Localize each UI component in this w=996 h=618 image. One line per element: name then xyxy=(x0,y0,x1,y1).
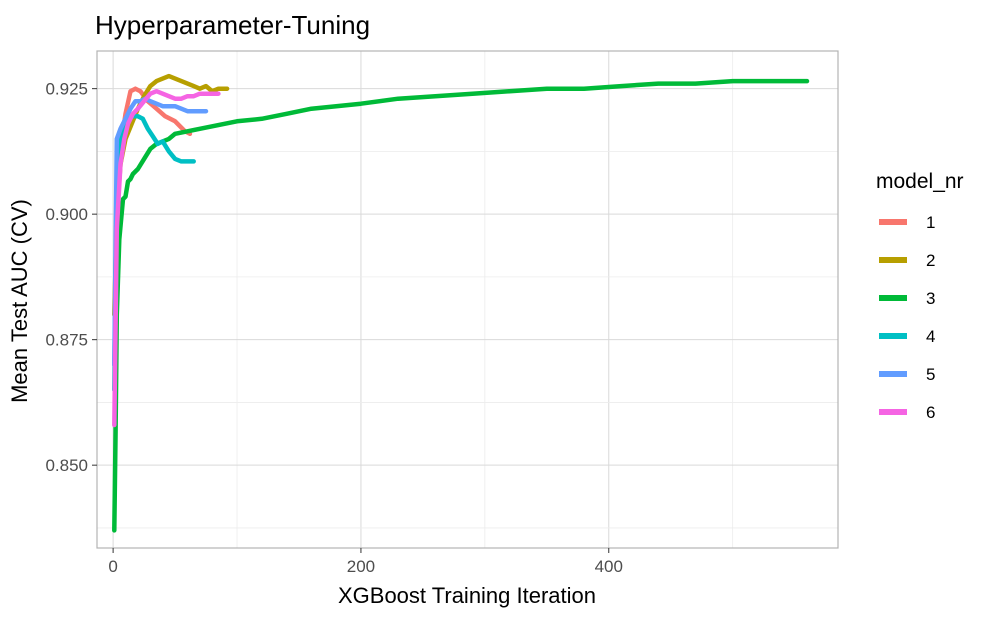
legend-items: 1 2 3 4 5 6 xyxy=(879,213,935,422)
x-tick-label: 400 xyxy=(595,557,623,576)
grid-lines xyxy=(97,51,838,548)
legend-item-6: 6 xyxy=(879,403,935,422)
legend-label: 6 xyxy=(926,403,935,422)
y-axis-title: Mean Test AUC (CV) xyxy=(7,199,32,403)
series-line-5 xyxy=(112,96,209,368)
y-tick-label: 0.900 xyxy=(45,205,88,224)
legend-label: 5 xyxy=(926,365,935,384)
legend-label: 3 xyxy=(926,289,935,308)
legend-item-3: 3 xyxy=(879,289,935,308)
series-lines xyxy=(112,73,810,533)
x-axis-ticks: 0 200 400 xyxy=(108,548,623,576)
plot-panel-border xyxy=(96,50,839,549)
x-tick-label: 0 xyxy=(108,557,117,576)
legend-item-1: 1 xyxy=(879,213,935,232)
legend-item-4: 4 xyxy=(879,327,935,346)
legend-item-2: 2 xyxy=(879,251,935,270)
legend-title: model_nr xyxy=(876,170,964,193)
series-line-6 xyxy=(112,88,221,428)
legend-label: 1 xyxy=(926,213,935,232)
legend-label: 4 xyxy=(926,327,935,346)
chart-title: Hyperparameter-Tuning xyxy=(95,10,370,40)
legend-label: 2 xyxy=(926,251,935,270)
series-line-4 xyxy=(112,114,196,393)
y-tick-label: 0.875 xyxy=(45,331,88,350)
x-tick-label: 200 xyxy=(347,557,375,576)
legend-item-5: 5 xyxy=(879,365,935,384)
y-axis-ticks: 0.850 0.875 0.900 0.925 xyxy=(45,80,97,475)
y-tick-label: 0.925 xyxy=(45,80,88,99)
legend: model_nr 1 2 3 4 5 6 xyxy=(876,170,964,422)
y-tick-label: 0.850 xyxy=(45,456,88,475)
series-line-3 xyxy=(112,78,810,533)
x-axis-title: XGBoost Training Iteration xyxy=(338,583,596,608)
